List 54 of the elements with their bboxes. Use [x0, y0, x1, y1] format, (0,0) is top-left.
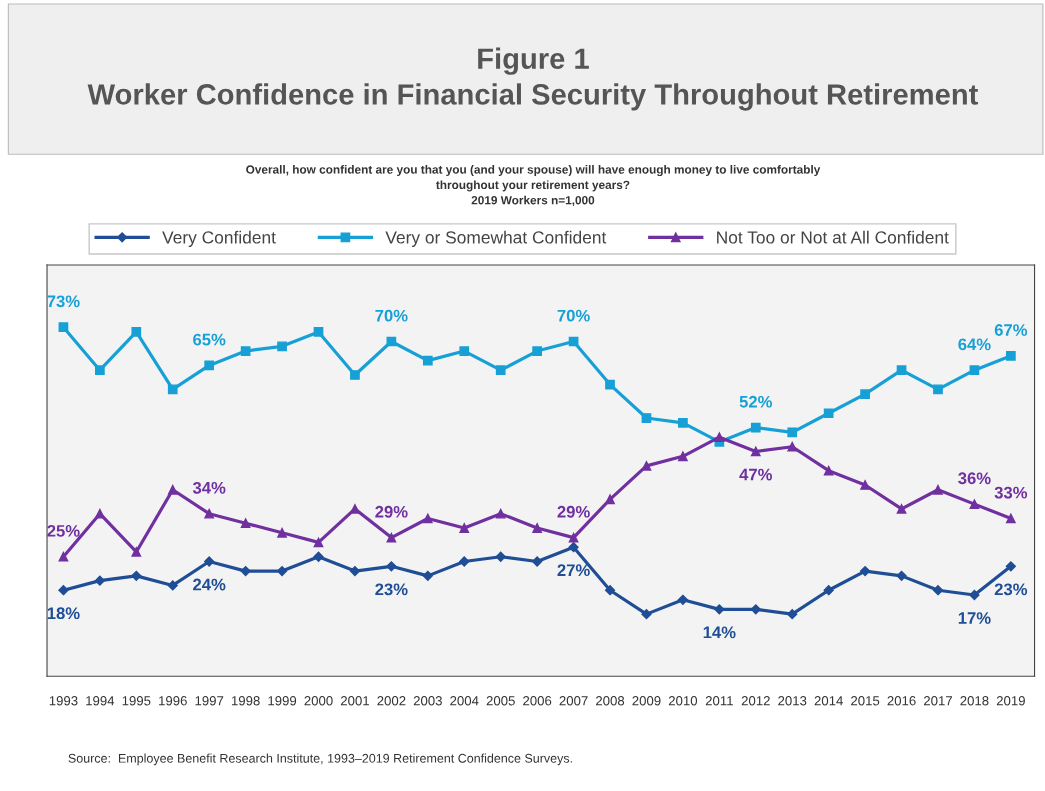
data-label: 29%: [375, 505, 408, 518]
data-label: 25%: [47, 524, 80, 537]
legend-label: Not Too or Not at All Confident: [717, 230, 949, 244]
x-tick-label: 2002: [377, 696, 406, 706]
data-label: 33%: [994, 486, 1028, 499]
x-tick-label: 1996: [159, 696, 187, 706]
data-label: 14%: [703, 626, 736, 639]
chart-subtitle: Overall, how confident are you that you (and your spouse) will have enough money to live comfortably throughout your retirement years? 2019 Workers n=1,000: [246, 165, 821, 207]
data-label: 29%: [557, 505, 590, 518]
x-tick-label: 2003: [413, 696, 442, 706]
data-label: 36%: [958, 472, 991, 485]
data-label: 65%: [193, 333, 226, 346]
x-tick-label: 2009: [632, 696, 661, 706]
data-label: 47%: [739, 468, 773, 481]
x-tick-label: 2006: [523, 696, 552, 706]
data-label: 67%: [994, 324, 1028, 336]
x-tick-label: 2014: [814, 696, 843, 706]
x-tick-label: 2015: [851, 696, 880, 706]
x-tick-label: 2019: [996, 696, 1025, 706]
x-tick-label: 2017: [923, 696, 952, 706]
chart-title: Figure 1 Worker Confidence in Financial Security Throughout Retirement: [87, 47, 979, 111]
x-tick-label: 2013: [778, 696, 807, 706]
data-label: 64%: [958, 338, 991, 351]
data-label: 23%: [994, 583, 1028, 596]
x-tick-label: 1994: [86, 696, 115, 706]
data-label: 52%: [739, 395, 773, 408]
x-tick-label: 1993: [49, 696, 78, 706]
x-tick-label: 2018: [960, 696, 989, 706]
legend-label: Very Confident: [162, 230, 276, 247]
x-tick-label: 2008: [596, 696, 625, 706]
data-label: 34%: [192, 481, 226, 494]
x-tick-label: 1998: [231, 696, 260, 706]
data-label: 24%: [193, 578, 226, 591]
x-tick-label: 2000: [304, 696, 333, 706]
data-label: 73%: [47, 295, 80, 308]
data-label: 17%: [958, 612, 991, 624]
x-tick-label: 2011: [705, 696, 733, 706]
x-tick-label: 2012: [741, 696, 770, 706]
legend-label: Very or Somewhat Confident: [385, 230, 607, 247]
data-label: 18%: [47, 607, 80, 620]
data-label: 23%: [375, 583, 408, 596]
x-tick-label: 1999: [268, 696, 297, 706]
source-note: Source: Employee Benefit Research Institute, 1993–2019 Retirement Confidence Surveys.: [68, 753, 572, 766]
x-tick-label: 1995: [122, 696, 151, 706]
data-label: 70%: [375, 309, 408, 322]
data-label: 27%: [557, 564, 590, 577]
x-tick-label: 1997: [195, 696, 224, 706]
x-tick-label: 2001: [340, 696, 369, 706]
x-tick-label: 2010: [668, 696, 698, 706]
x-tick-label: 2004: [450, 696, 479, 706]
x-tick-label: 2016: [887, 696, 916, 706]
x-tick-label: 2005: [486, 696, 515, 706]
data-label: 70%: [557, 309, 590, 322]
x-tick-label: 2007: [559, 696, 588, 706]
